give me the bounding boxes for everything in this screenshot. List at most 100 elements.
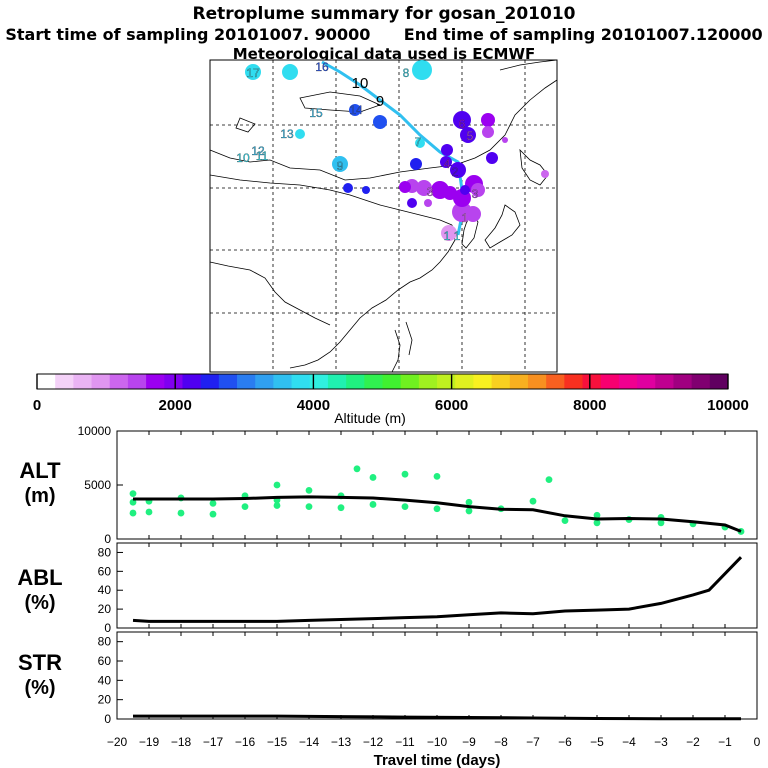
map-age-label: 5 — [467, 129, 474, 143]
x-tick-label: −10 — [427, 735, 448, 749]
map-age-label: 11 — [256, 149, 269, 163]
map-age-label: 16 — [315, 60, 329, 74]
colorbar-swatch — [146, 374, 165, 389]
y-tick-label: 60 — [98, 654, 112, 668]
trajectory-dot — [440, 156, 452, 168]
sampling-times: Start time of sampling 20101007. 90000 E… — [0, 25, 768, 44]
trajectory-dot — [245, 64, 261, 80]
colorbar-swatch — [364, 374, 383, 389]
trajectory-dot — [412, 60, 432, 80]
colorbar-swatch — [455, 374, 474, 389]
colorbar-swatch — [346, 374, 365, 389]
colorbar-tick-label: 6000 — [435, 397, 468, 414]
y-tick-label: 0 — [104, 712, 111, 726]
map-age-label: 3 — [472, 187, 479, 201]
altitude-dot — [129, 498, 137, 506]
map-age-label: 9 — [337, 159, 344, 173]
colorbar-swatch — [127, 374, 147, 389]
trajectory-dot — [373, 115, 387, 129]
altitude-dot — [545, 476, 553, 483]
colorbar-tick-label: 8000 — [573, 397, 606, 414]
x-tick-label: −17 — [203, 735, 224, 749]
colorbar-tick-label: 10000 — [707, 397, 749, 414]
start-time: Start time of sampling 20101007. 90000 — [5, 25, 371, 44]
colorbar-swatch — [673, 374, 693, 389]
colorbar-swatch — [91, 374, 111, 389]
colorbar-tick-label: 0 — [33, 397, 41, 414]
colorbar-swatch — [618, 374, 638, 389]
colorbar-swatch — [709, 374, 729, 389]
trajectory-dot — [443, 186, 457, 200]
trajectory-dot — [399, 181, 411, 193]
map-age-label: 3 — [427, 185, 434, 199]
map-age-label: 17 — [246, 66, 260, 80]
map-age-label: 1 1 — [444, 229, 461, 243]
x-tick-label: −11 — [395, 735, 415, 749]
map-age-label: 13 — [280, 127, 294, 141]
trajectory-dot — [453, 111, 471, 129]
trajectory-dot — [465, 206, 481, 222]
y-tick-label: 40 — [98, 583, 112, 597]
altitude-dot — [433, 472, 441, 480]
map-frame — [209, 59, 558, 373]
x-tick-label: −7 — [526, 735, 540, 749]
colorbar-swatch — [418, 374, 438, 389]
trajectory-dot — [460, 185, 470, 195]
colorbar-swatch — [55, 374, 74, 389]
x-axis-title: Travel time (days) — [374, 752, 501, 768]
x-tick-label: −18 — [171, 735, 192, 749]
y-tick-label: 20 — [98, 602, 112, 616]
colorbar-swatch — [600, 374, 620, 389]
altitude-dot — [305, 487, 313, 494]
colorbar-swatch — [273, 374, 293, 389]
map-age-label: 2 — [452, 165, 459, 179]
alt-series-line — [133, 495, 742, 533]
trajectory-dot — [410, 158, 422, 170]
y-tick-label: 60 — [98, 564, 112, 578]
colorbar-swatch — [582, 374, 602, 389]
colorbar-swatch — [637, 374, 656, 389]
colorbar-swatch — [691, 374, 711, 389]
altitude-dot — [353, 465, 361, 473]
panel-abl: 0 20 40 60 80 — [98, 542, 758, 635]
x-tick-label: −19 — [139, 735, 160, 749]
trajectory-dot — [482, 126, 494, 138]
colorbar-swatch — [218, 374, 238, 389]
altitude-dot — [209, 510, 217, 518]
map-age-label: 7 — [415, 135, 422, 149]
x-tick-label: −2 — [686, 735, 700, 749]
altitude-dot — [177, 509, 185, 517]
x-tick-label: 0 — [754, 735, 761, 749]
colorbar-swatch — [109, 374, 129, 389]
trajectory-dot — [415, 138, 425, 148]
altitude-dot — [273, 502, 281, 509]
colorbar-swatch — [255, 374, 274, 389]
colorbar-tick-label: 2000 — [159, 397, 192, 414]
colorbar-swatch — [237, 374, 256, 389]
abl-unit: (%) — [24, 592, 55, 614]
colorbar-swatch — [164, 374, 183, 389]
y-tick-label: 0 — [104, 532, 111, 546]
y-tick-label: 80 — [98, 635, 112, 649]
x-tick-label: −16 — [235, 735, 256, 749]
colorbar-swatch — [400, 374, 420, 389]
trajectory-dot — [471, 183, 485, 197]
x-tick-label: −1 — [718, 735, 732, 749]
x-tick-label: −8 — [494, 735, 508, 749]
map-age-label: 10 — [236, 151, 250, 165]
map-age-label: 15 — [309, 106, 323, 120]
x-tick-label: −6 — [558, 735, 572, 749]
altitude-dot — [561, 517, 569, 525]
y-tick-label: 40 — [98, 673, 112, 687]
x-tick-label: −4 — [622, 735, 636, 749]
altitude-dot — [129, 509, 137, 517]
alt-label: ALT — [19, 458, 61, 483]
map-age-label: 9 — [376, 93, 384, 110]
colorbar-swatch — [491, 374, 511, 389]
y-tick-label: 5000 — [84, 478, 111, 492]
trajectory-dot — [407, 198, 417, 208]
map-age-label: 10 — [352, 75, 369, 92]
